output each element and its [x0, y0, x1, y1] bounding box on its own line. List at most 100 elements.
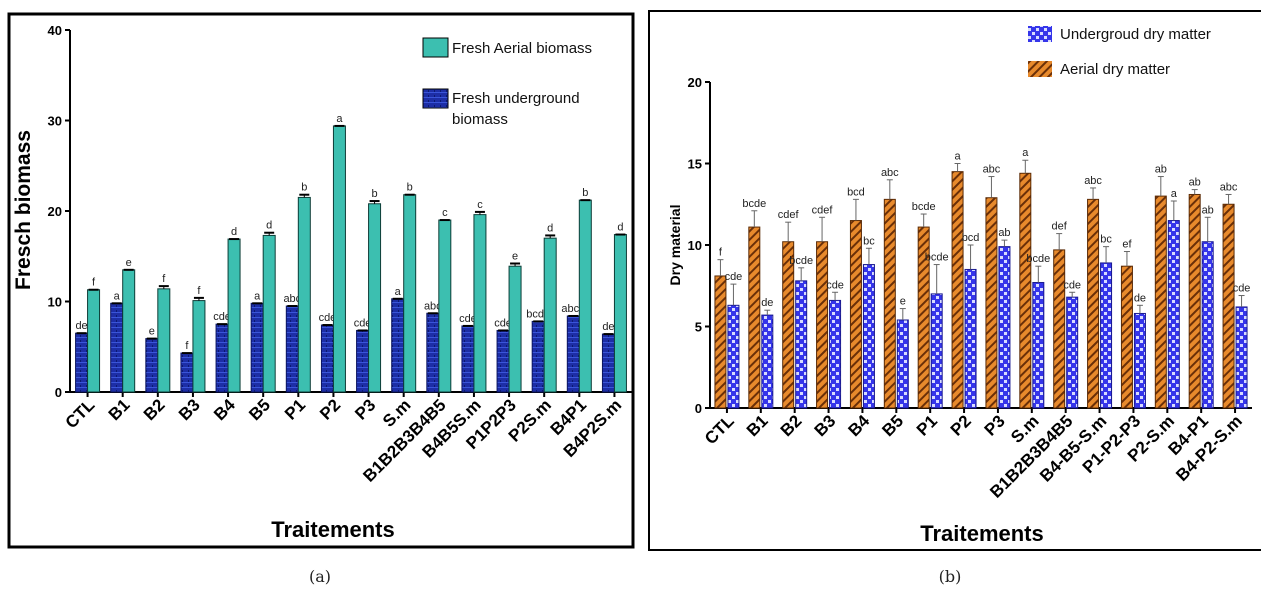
bar-fresh-aerial-biomass-b4p2s-m [613, 234, 627, 393]
significance-letter: c [477, 199, 483, 211]
bar-fresh-aerial-biomass-b2 [157, 288, 171, 393]
bar-aerial-dry-matter-b4 [849, 220, 862, 409]
significance-letter: d [231, 226, 237, 238]
bar-aerial-dry-matter-s-m [1019, 172, 1032, 409]
legend-swatch-underground [1028, 26, 1052, 42]
significance-letter: cde [826, 279, 844, 291]
legend-swatch-aerial [1028, 61, 1052, 77]
bar-fresh-underground-biomass-p3 [356, 329, 370, 393]
y-tick-label: 30 [48, 114, 62, 129]
bar-aerial-dry-matter-b4-p2-s-m [1222, 203, 1235, 409]
significance-letter: e [512, 250, 518, 262]
significance-letter: f [719, 247, 723, 259]
bar-fresh-aerial-biomass-b4b5s-m [473, 214, 487, 393]
significance-letter: de [761, 297, 773, 309]
significance-letter: f [185, 340, 189, 352]
bar-fresh-underground-biomass-b2 [145, 338, 159, 393]
bar-undergroud-dry-matter-b4-p2-s-m [1235, 306, 1248, 409]
significance-letter: bcde [742, 198, 766, 210]
significance-letter: e [149, 326, 155, 338]
bar-fresh-underground-biomass-s-m [391, 298, 405, 393]
significance-letter: bcd [962, 232, 980, 244]
x-category-label: B5 [878, 411, 907, 440]
x-category-label: CTL [701, 411, 738, 448]
legend: Undergroud dry matter Aerial dry matter [1028, 26, 1211, 78]
y-tick-label: 5 [695, 320, 702, 335]
significance-letter: a [254, 290, 261, 302]
bar-aerial-dry-matter-b1b2b3b4b5 [1053, 249, 1066, 409]
significance-letter: d [617, 222, 623, 234]
y-tick-label: 0 [695, 401, 702, 416]
y-axis-title: Fresch biomass [12, 130, 35, 290]
significance-letter: bcde [1026, 253, 1050, 265]
x-category-label: P2 [947, 411, 975, 439]
x-category-label: B3 [811, 411, 840, 440]
bar-aerial-dry-matter-p2 [951, 171, 964, 409]
bar-undergroud-dry-matter-b4-p1 [1201, 241, 1214, 409]
bar-undergroud-dry-matter-b1 [761, 314, 774, 409]
bar-undergroud-dry-matter-p2 [964, 268, 977, 409]
x-category-label: P3 [981, 411, 1009, 439]
bar-aerial-dry-matter-p1-p2-p3 [1120, 265, 1133, 409]
bar-fresh-aerial-biomass-p2s-m [543, 237, 557, 393]
bar-undergroud-dry-matter-s-m [1032, 281, 1045, 409]
y-tick-label: 40 [48, 23, 62, 38]
significance-letter: cde [319, 312, 337, 324]
bar-undergroud-dry-matter-ctl [727, 304, 740, 409]
significance-letter: cde [494, 317, 512, 329]
significance-letter: abc [283, 293, 301, 305]
significance-letter: a [1171, 188, 1178, 200]
significance-letter: bcde [925, 252, 949, 264]
bar-fresh-underground-biomass-b1 [110, 302, 124, 393]
bar-aerial-dry-matter-ctl [714, 275, 727, 409]
bar-aerial-dry-matter-p3 [985, 197, 998, 409]
bar-fresh-underground-biomass-b4 [215, 323, 229, 393]
significance-letter: f [197, 285, 201, 297]
bar-undergroud-dry-matter-b4-b5-s-m [1100, 262, 1113, 409]
legend-swatch-aerial [422, 37, 449, 58]
significance-letter: d [266, 220, 272, 232]
x-category-label: P2 [316, 395, 344, 423]
bar-fresh-underground-biomass-b4p1 [566, 315, 580, 393]
bar-fresh-aerial-biomass-b4 [227, 238, 241, 393]
panel-a-frame [7, 12, 635, 549]
bar-fresh-underground-biomass-p2 [320, 324, 334, 393]
y-tick-label: 20 [688, 75, 702, 90]
significance-letter: b [582, 187, 588, 199]
legend-label-underground: Fresh underground [452, 90, 580, 107]
significance-letter: a [336, 113, 343, 125]
bar-fresh-aerial-biomass-b1 [122, 269, 136, 393]
legend-label-underground-line2: biomass [452, 111, 508, 128]
bar-undergroud-dry-matter-b5 [896, 319, 909, 409]
significance-letter: f [162, 273, 166, 285]
significance-letter: cde [1063, 279, 1081, 291]
significance-letter: cde [354, 317, 372, 329]
significance-letter: a [955, 151, 962, 163]
bar-fresh-underground-biomass-p1p2p3 [496, 329, 510, 393]
significance-letter: a [114, 290, 121, 302]
legend: Fresh Aerial biomass Fresh underground b… [422, 37, 592, 128]
significance-letter: cdef [778, 209, 800, 221]
bar-fresh-aerial-biomass-b1b2b3b4b5 [438, 219, 452, 393]
y-tick-label: 20 [48, 204, 62, 219]
legend-label-underground: Undergroud dry matter [1060, 26, 1211, 43]
significance-letter: abc [881, 167, 899, 179]
dry-matter-chart-svg: 05101520fcdeCTLbcdedeB1cdefbcdeB2cdefcde… [648, 10, 1261, 586]
y-tick-label: 0 [55, 385, 62, 400]
significance-letter: de [1134, 292, 1146, 304]
bar-fresh-aerial-biomass-p1 [297, 196, 311, 393]
significance-letter: abc [1084, 175, 1102, 187]
significance-letter: cde [725, 271, 743, 283]
legend-label-aerial: Fresh Aerial biomass [452, 40, 592, 57]
bar-fresh-underground-biomass-b4b5s-m [461, 325, 475, 393]
x-category-label: P1 [281, 395, 309, 423]
bar-fresh-aerial-biomass-b5 [262, 234, 276, 393]
significance-letter: f [92, 277, 96, 289]
significance-letter: a [1022, 147, 1029, 159]
x-category-label: P1 [913, 411, 941, 439]
panel-b-frame [648, 10, 1261, 551]
bar-fresh-aerial-biomass-p2 [332, 125, 346, 393]
significance-letter: a [395, 286, 402, 298]
bar-aerial-dry-matter-b4-b5-s-m [1087, 198, 1100, 409]
bar-aerial-dry-matter-b5 [883, 198, 896, 409]
